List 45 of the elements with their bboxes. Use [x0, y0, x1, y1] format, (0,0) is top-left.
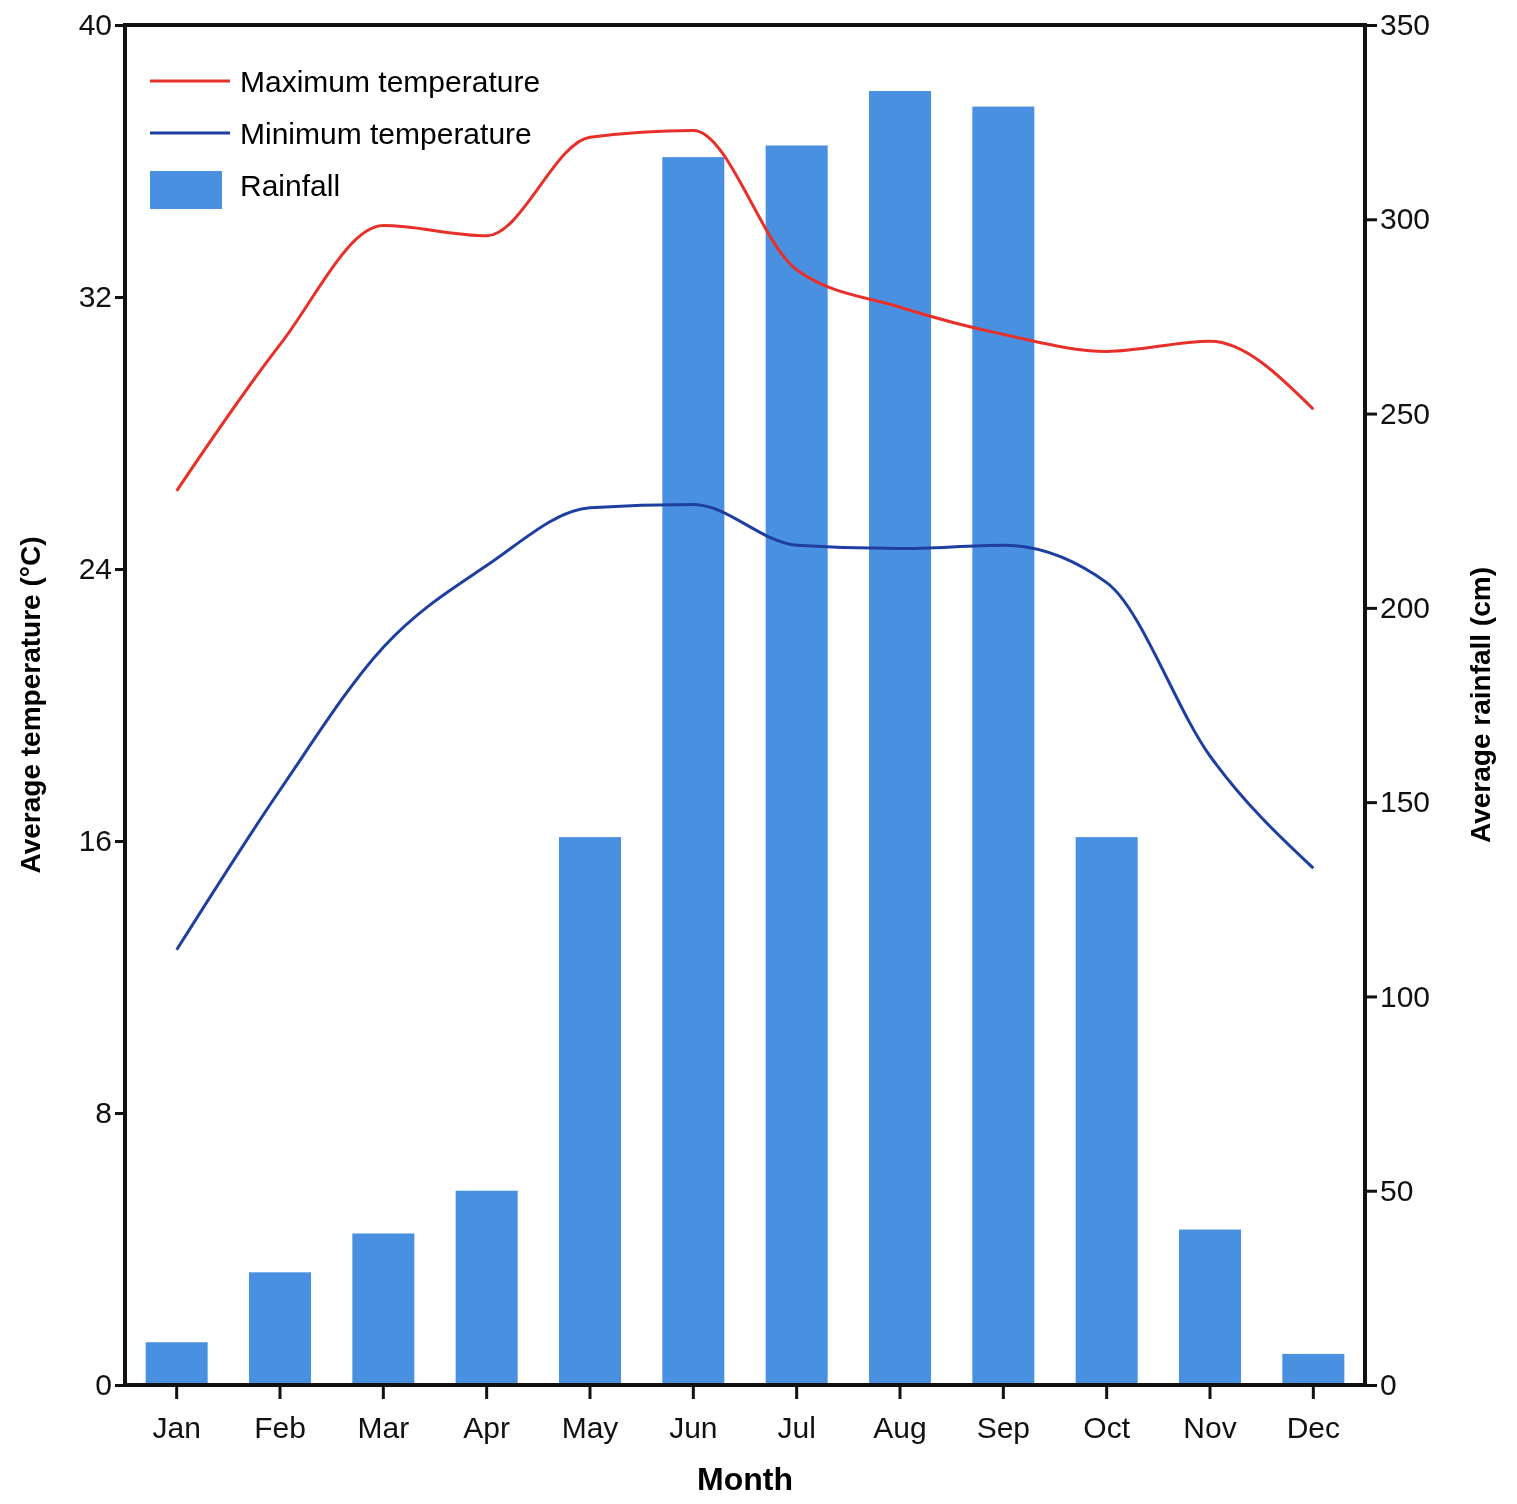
legend-label: Minimum temperature	[240, 117, 532, 150]
y2-tick-label: 50	[1380, 1173, 1414, 1207]
bar	[1075, 837, 1138, 1385]
line-series	[175, 502, 1315, 952]
bar	[765, 145, 828, 1385]
x-tick-label: Jan	[152, 1411, 201, 1444]
bar	[352, 1233, 415, 1385]
y-tick-label: 8	[95, 1096, 112, 1130]
bar	[1179, 1229, 1241, 1385]
y2-tick-label: 100	[1380, 979, 1431, 1013]
bar	[662, 157, 725, 1385]
y2-tick-label: 300	[1380, 202, 1431, 236]
y-tick-label: 16	[78, 824, 112, 858]
bar	[559, 837, 621, 1385]
x-tick-label: Feb	[254, 1411, 306, 1444]
bar	[249, 1272, 311, 1385]
bar	[1282, 1353, 1345, 1385]
y-tick-label: 0	[95, 1368, 112, 1402]
bar	[869, 91, 931, 1385]
y2-axis-title: Average rainfall (cm)	[1465, 567, 1496, 843]
bar	[145, 1342, 208, 1385]
x-tick-label: Jul	[777, 1411, 816, 1444]
x-tick-label: Sep	[976, 1411, 1031, 1444]
x-tick-label: May	[561, 1411, 619, 1444]
y2-tick-label: 0	[1380, 1368, 1397, 1402]
legend-label: Maximum temperature	[240, 65, 541, 98]
bar	[455, 1190, 518, 1385]
y-tick-label: 40	[78, 8, 112, 42]
y2-tick-label: 150	[1380, 785, 1431, 819]
x-tick-label: Apr	[463, 1411, 511, 1444]
bar	[972, 106, 1035, 1385]
y2-tick-label: 350	[1380, 8, 1431, 42]
legend-label: Rainfall	[240, 169, 341, 202]
x-tick-label: Aug	[873, 1411, 927, 1444]
y-tick-label: 32	[78, 280, 112, 314]
y2-tick-label: 250	[1380, 396, 1431, 430]
y2-tick-label: 200	[1380, 590, 1431, 624]
x-tick-label: Dec	[1286, 1411, 1341, 1444]
x-tick-label: Nov	[1183, 1411, 1237, 1444]
x-tick-label: Oct	[1083, 1411, 1131, 1444]
y-tick-label: 24	[78, 552, 112, 586]
x-tick-label: Jun	[669, 1411, 718, 1444]
y-axis-title: Average temperature (°C)	[15, 536, 46, 874]
x-tick-label: Mar	[357, 1411, 410, 1444]
x-axis-title: Month	[697, 1461, 793, 1497]
